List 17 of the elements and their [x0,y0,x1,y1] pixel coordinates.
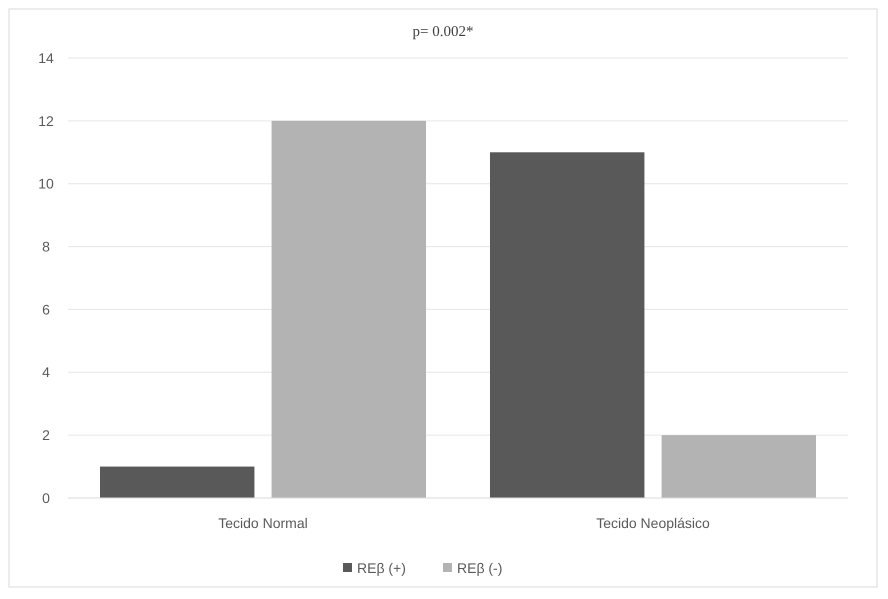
y-tick-label: 8 [42,238,50,254]
y-tick-label: 0 [42,490,50,506]
y-tick-label: 10 [38,176,54,192]
y-tick-label: 6 [42,301,50,318]
bar [490,152,644,498]
bar [272,120,426,498]
chart-title: p= 0.002* [412,24,474,40]
y-tick-label: 12 [38,112,54,129]
legend-label: REβ (-) [457,560,502,576]
y-tick-label: 14 [38,50,54,66]
legend-label: REβ (+) [357,560,406,576]
x-tick-label: Tecido Normal [218,515,308,531]
bar [100,466,254,498]
y-tick-label: 2 [42,427,50,444]
x-tick-label: Tecido Neoplásico [596,515,710,531]
bar [662,435,816,498]
y-tick-label: 4 [42,364,50,380]
